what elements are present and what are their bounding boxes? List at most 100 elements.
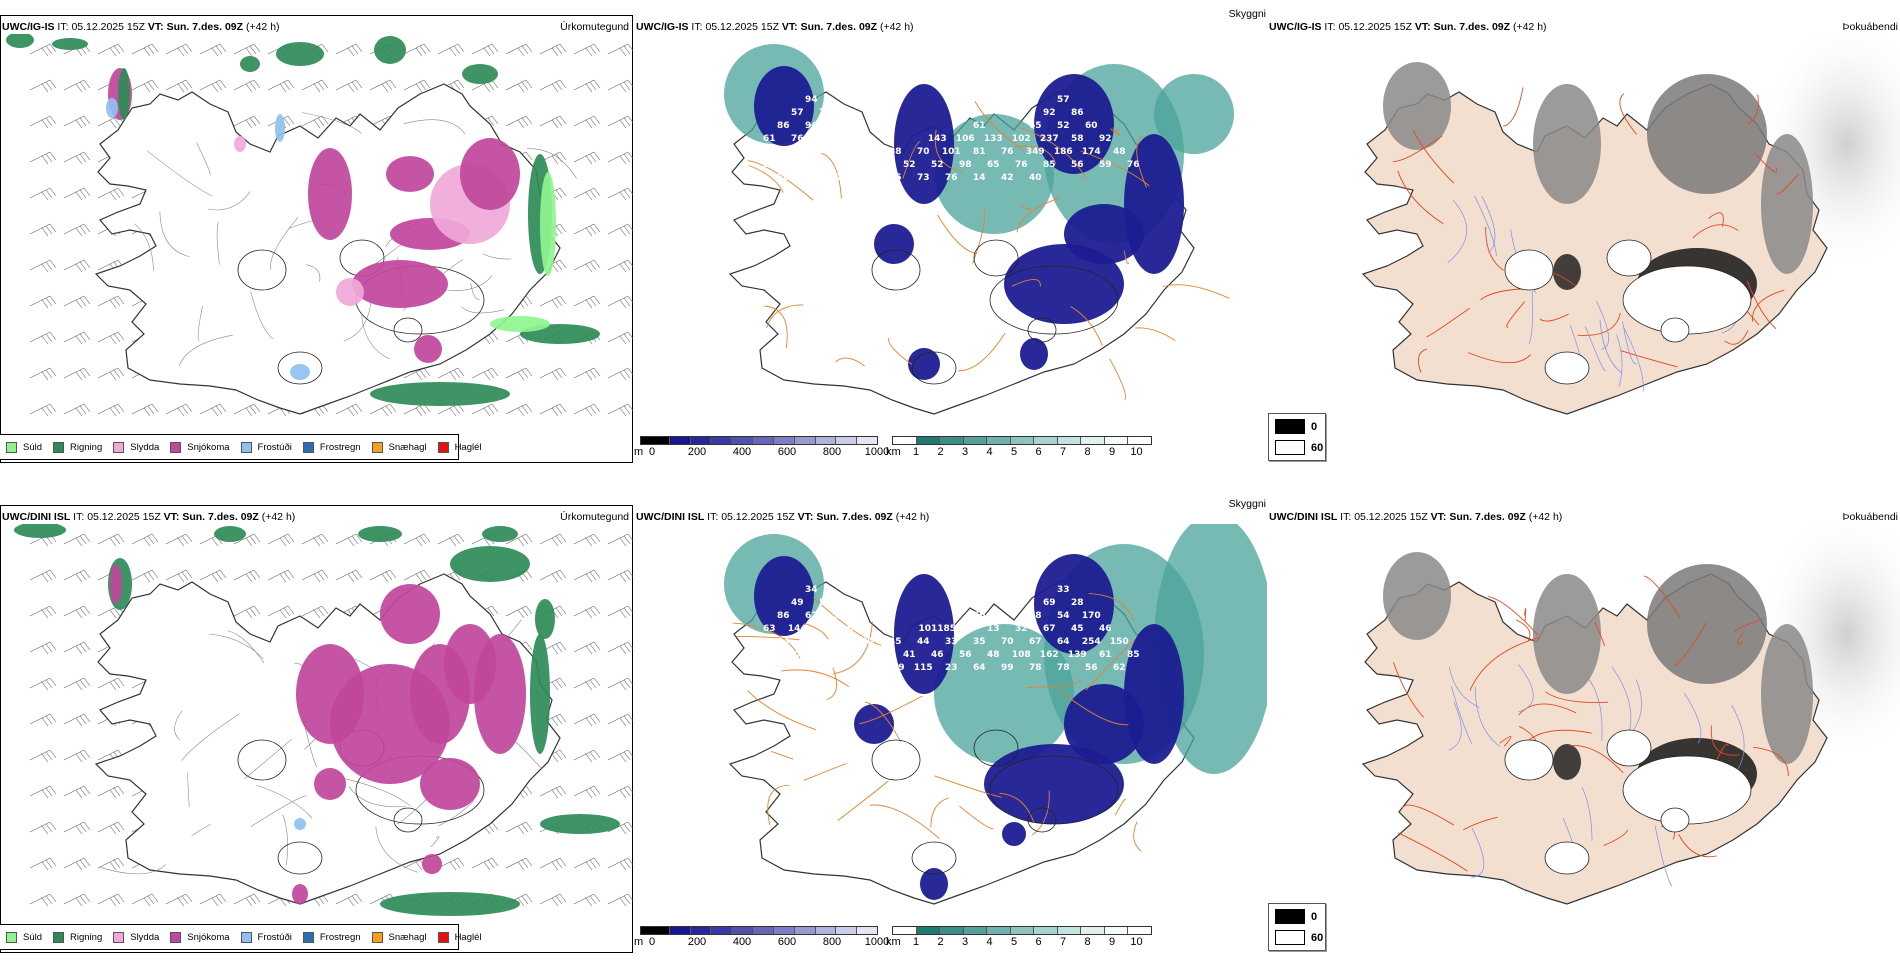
- visibility-tick: 4: [986, 936, 993, 948]
- cloudbase-value-label: 73: [875, 650, 888, 660]
- legend-item: Frostúði: [240, 931, 292, 943]
- cloudbase-value-label: 52: [805, 147, 818, 157]
- cloudbase-value-label: 65: [1029, 121, 1042, 131]
- cloudbase-value-label: 44: [917, 637, 930, 647]
- cloudbase-value-label: 46: [1099, 624, 1112, 634]
- cloudbase-tick: 0: [648, 446, 656, 458]
- visibility-tick: 5: [1010, 936, 1018, 948]
- model-name: UWC/DINI ISL: [1269, 511, 1338, 523]
- legend-item: Haglél: [437, 931, 482, 943]
- cloudbase-value-label: 28: [1071, 598, 1084, 608]
- precip-type-map[interactable]: [0, 34, 633, 434]
- lead-time: (+42 h): [1512, 21, 1547, 33]
- legend-item: Snjókoma: [170, 931, 230, 943]
- cloudbase-value-label: 63: [763, 624, 776, 634]
- cloudbase-value-label: 13: [987, 624, 1000, 634]
- cloudbase-value-label: 51: [833, 611, 846, 621]
- init-time-label: IT:: [691, 21, 703, 33]
- cloudbase-value-label: 92: [1099, 134, 1112, 144]
- cloudbase-value-label: 56: [1071, 160, 1084, 170]
- cloudbase-value-label: 90: [861, 637, 874, 647]
- cloudbase-visibility-map[interactable]: 34 33 49 57 69 28 86 62 51 66 58 54 170 63 144 45 61 1011…: [634, 524, 1267, 924]
- cloudbase-value-label: 52: [1057, 121, 1070, 131]
- model-name: UWC/IG-IS: [636, 21, 689, 33]
- cloudbase-value-label: 85: [1043, 160, 1056, 170]
- cloudbase-value-label: 65: [987, 160, 1000, 170]
- cloudbase-value-label: 143: [928, 134, 947, 144]
- cloudbase-value-label: 92: [875, 160, 888, 170]
- fog-index-legend: 0 60: [1268, 903, 1326, 951]
- init-time: 05.12.2025 15Z: [705, 21, 779, 33]
- lead-time: (+42 h): [245, 21, 280, 33]
- cloudbase-value-label: 43: [861, 663, 874, 673]
- cloudbase-value-label: 61: [763, 134, 776, 144]
- cloudbase-value-label: 54: [1057, 611, 1070, 621]
- cloudbase-value-label: 74: [833, 637, 846, 647]
- cloudbase-value-label: 86: [777, 121, 790, 131]
- cloudbase-value-label: 78: [1057, 663, 1070, 673]
- legend-swatch: [6, 931, 17, 943]
- colorbar-step: [711, 927, 733, 934]
- legend-label: Rigning: [70, 931, 103, 943]
- visibility-tick: 9: [1108, 936, 1116, 948]
- visibility-tick: 3: [961, 936, 969, 948]
- cloudbase-value-label: 57: [819, 598, 832, 608]
- cloudbase-value-label: 62: [1113, 663, 1126, 673]
- iceland-coastline: [94, 83, 561, 415]
- cloudbase-value-label: 102: [1012, 134, 1031, 144]
- cloudbase-value-label: 67: [1043, 624, 1056, 634]
- cloudbase-value-label: 61: [847, 624, 860, 634]
- legend-label: Slydda: [130, 931, 160, 943]
- cloudbase-value-label: 70: [917, 147, 930, 157]
- fog-index-map[interactable]: [1267, 524, 1900, 924]
- cloudbase-value-label: 87: [749, 173, 762, 183]
- visibility-tick: 5: [1010, 446, 1018, 458]
- colorbar-step: [690, 927, 712, 934]
- cloudbase-value-label: 68: [833, 147, 846, 157]
- legend-label: Snjókoma: [187, 441, 230, 453]
- legend-item: 60: [1275, 440, 1323, 455]
- colorbar-step: [773, 437, 795, 444]
- cloudbase-value-label: 186: [1054, 147, 1073, 157]
- lead-time: (+42 h): [261, 511, 296, 523]
- cloudbase-value-label: 86: [1071, 108, 1084, 118]
- colorbar-step: [732, 437, 754, 444]
- colorbar-step: [1034, 927, 1058, 934]
- cloudbase-value-label: 78: [1029, 663, 1042, 673]
- cloudbase-value-label: 59: [1099, 160, 1112, 170]
- cloudbase-unit: m: [634, 936, 644, 948]
- colorbar-step: [857, 437, 878, 444]
- cloudbase-value-label: 24: [861, 147, 874, 157]
- cloudbase-colorbar: m 0 200 400 600 800 1000: [634, 436, 889, 462]
- panel-type-title: Skyggni: [1228, 8, 1266, 20]
- visibility-tick: 6: [1035, 936, 1042, 948]
- cloudbase-value-label: 64: [1057, 637, 1070, 647]
- precip-type-legend: Súld Rigning Slydda Snjókoma Frostúði Frostre…: [0, 434, 482, 460]
- cloudbase-colorbar-scale: [640, 436, 878, 445]
- cloudbase-colorbar-scale: [640, 926, 878, 935]
- colorbar-step: [940, 437, 964, 444]
- cloudbase-value-label: 61: [1099, 650, 1112, 660]
- cloudbase-value-label: 51: [791, 160, 804, 170]
- road-network: [733, 593, 1142, 852]
- visibility-tick: 1: [912, 936, 920, 948]
- cloudbase-value-label: 41: [903, 650, 916, 660]
- legend-label: 0: [1311, 910, 1318, 923]
- visibility-colorbar-scale: [892, 436, 1152, 445]
- colorbar-step: [1010, 927, 1035, 934]
- cloudbase-value-label: 69: [1043, 598, 1056, 608]
- cloudbase-value-label: 91: [847, 650, 860, 660]
- legend-item: Haglél: [437, 441, 482, 453]
- fog-index-map[interactable]: [1267, 34, 1900, 434]
- map-frame: [0, 15, 633, 463]
- cloudbase-value-label: 73: [819, 108, 832, 118]
- panel-type-title: Skyggni: [1228, 498, 1266, 510]
- cloudbase-value-label: 70: [1001, 637, 1014, 647]
- colorbar-step: [794, 437, 816, 444]
- panel-header: UWC/DINI ISL IT: 05.12.2025 15Z VT: Sun.…: [2, 511, 295, 523]
- cloudbase-value-label: 86: [777, 611, 790, 621]
- lead-time: (+42 h): [1528, 511, 1563, 523]
- visibility-tick: 7: [1059, 446, 1067, 458]
- precip-type-map[interactable]: [0, 524, 633, 924]
